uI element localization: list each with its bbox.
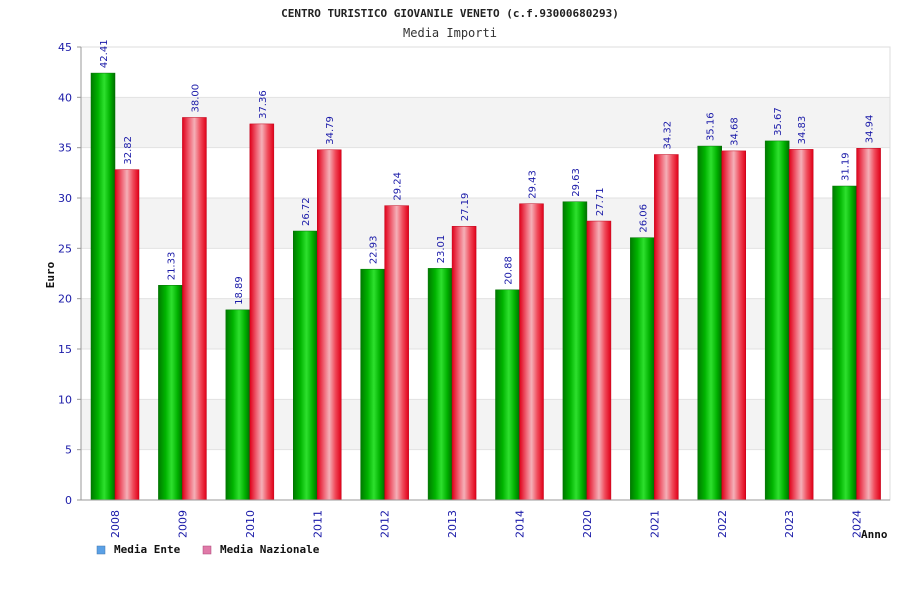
grid-band — [81, 449, 890, 500]
data-label-media-ente-2013: 23.01 — [436, 235, 447, 264]
data-label-media-ente-2008: 42.41 — [99, 39, 110, 68]
data-label-media-ente-2011: 26.72 — [301, 197, 312, 226]
y-tick-label: 20 — [58, 293, 72, 306]
data-label-media-nazionale-2014: 29.43 — [528, 170, 539, 199]
y-tick-label: 35 — [58, 142, 72, 155]
grid-band — [81, 248, 890, 299]
y-tick-label: 40 — [58, 91, 72, 104]
data-label-media-ente-2012: 22.93 — [369, 236, 380, 265]
chart-title: CENTRO TURISTICO GIOVANILE VENETO (c.f.9… — [281, 7, 619, 20]
x-tick-label-2024: 2024 — [851, 510, 864, 538]
data-label-media-ente-2020: 29.63 — [571, 168, 582, 197]
x-tick-label-2012: 2012 — [379, 510, 392, 538]
grid-band — [81, 399, 890, 450]
data-label-media-nazionale-2010: 37.36 — [258, 90, 269, 119]
plot-background — [80, 46, 891, 501]
bar-media-ente-2009 — [158, 285, 183, 501]
bar-media-nazionale-2020 — [586, 220, 612, 501]
bar-media-nazionale-2014 — [519, 203, 544, 501]
y-tick-label: 0 — [65, 494, 72, 507]
bar-media-ente-2014 — [495, 289, 520, 501]
y-tick-label: 10 — [58, 393, 72, 406]
data-label-media-ente-2009: 21.33 — [166, 252, 177, 281]
x-axis-label: Anno — [861, 528, 888, 541]
y-tick-label: 15 — [58, 343, 72, 356]
data-label-media-nazionale-2012: 29.24 — [393, 172, 404, 201]
data-label-media-nazionale-2008: 32.82 — [123, 136, 134, 165]
grid-band — [81, 47, 890, 98]
x-tick-label-2011: 2011 — [311, 510, 324, 538]
y-tick-label: 45 — [58, 41, 72, 54]
data-label-media-nazionale-2023: 34.83 — [797, 116, 808, 145]
x-tick-label-2009: 2009 — [176, 510, 189, 538]
x-tick-label-2020: 2020 — [581, 510, 594, 538]
bar-media-ente-2020 — [562, 201, 588, 501]
data-label-media-ente-2010: 18.89 — [234, 276, 245, 305]
bar-media-nazionale-2008 — [114, 169, 140, 501]
legend: Media Ente Media Nazionale — [96, 543, 320, 556]
bar-media-ente-2023 — [764, 140, 790, 501]
bars-group: 42.41 32.82 21.33 38.00 18.89 37.36 26.72 34.79… — [90, 39, 881, 501]
data-label-media-nazionale-2024: 34.94 — [865, 115, 876, 144]
bar-media-ente-2024 — [832, 185, 857, 501]
y-tick-label: 5 — [65, 444, 72, 457]
data-label-media-ente-2021: 26.06 — [638, 204, 649, 233]
bar-media-nazionale-2010 — [249, 123, 275, 501]
y-tick-label: 25 — [58, 242, 72, 255]
x-tick-label-2014: 2014 — [514, 510, 527, 538]
bar-media-nazionale-2012 — [384, 205, 409, 501]
y-tick-label: 30 — [58, 192, 72, 205]
bar-media-ente-2008 — [90, 72, 116, 501]
x-tick-label-2022: 2022 — [716, 510, 729, 538]
bar-media-nazionale-2022 — [721, 150, 746, 501]
bar-media-ente-2012 — [360, 268, 385, 501]
bar-media-nazionale-2013 — [451, 226, 477, 501]
bar-media-ente-2011 — [293, 230, 318, 501]
x-tick-label-2021: 2021 — [648, 510, 661, 538]
legend-label-media-ente: Media Ente — [114, 543, 181, 556]
data-label-media-ente-2014: 20.88 — [504, 256, 515, 285]
x-tick-label-2023: 2023 — [783, 510, 796, 538]
grid-band — [81, 97, 890, 148]
x-tick-label-2008: 2008 — [109, 510, 122, 538]
chart-subtitle: Media Importi — [403, 26, 497, 40]
legend-label-media-nazionale: Media Nazionale — [220, 543, 320, 556]
y-axis: 0 5 10 15 20 25 30 35 40 45 — [58, 41, 82, 507]
bar-media-nazionale-2009 — [182, 117, 207, 501]
bar-media-nazionale-2011 — [317, 149, 342, 501]
data-label-media-ente-2024: 31.19 — [841, 152, 852, 181]
data-label-media-ente-2023: 35.67 — [773, 107, 784, 136]
x-tick-label-2013: 2013 — [446, 510, 459, 538]
bar-media-nazionale-2024 — [856, 148, 881, 501]
grid-band — [81, 349, 890, 400]
data-label-media-nazionale-2013: 27.19 — [460, 193, 471, 222]
grid-band — [81, 147, 890, 198]
grid-band — [81, 298, 890, 349]
bar-media-ente-2022 — [697, 145, 722, 501]
bar-media-ente-2021 — [630, 237, 655, 501]
data-label-media-ente-2022: 35.16 — [706, 112, 717, 141]
x-tick-label-2010: 2010 — [244, 510, 257, 538]
legend-swatch-media-ente — [96, 545, 106, 555]
data-label-media-nazionale-2022: 34.68 — [730, 117, 741, 146]
bar-media-ente-2013 — [427, 268, 453, 501]
bar-media-ente-2010 — [225, 309, 251, 501]
data-label-media-nazionale-2020: 27.71 — [595, 187, 606, 216]
legend-swatch-media-nazionale — [202, 545, 212, 555]
y-axis-label: Euro — [44, 261, 57, 288]
grid-band — [81, 198, 890, 249]
data-label-media-nazionale-2011: 34.79 — [325, 116, 336, 145]
data-label-media-nazionale-2009: 38.00 — [190, 84, 201, 113]
bar-media-nazionale-2021 — [654, 154, 679, 501]
data-label-media-nazionale-2021: 34.32 — [662, 121, 673, 150]
x-axis: 2008 2009 2010 2011 2012 2013 2014 2020 2021 2022… — [81, 499, 890, 538]
bar-media-nazionale-2023 — [788, 149, 814, 501]
